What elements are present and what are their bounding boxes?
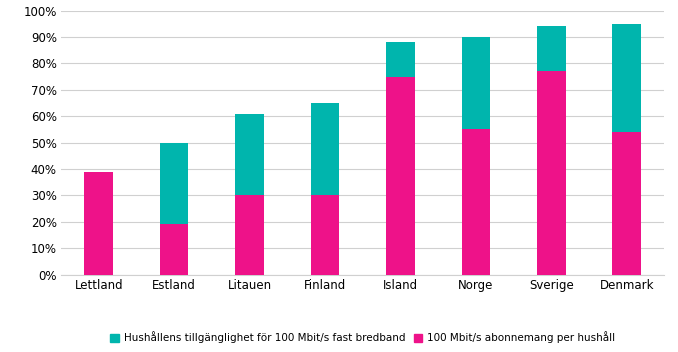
Bar xyxy=(462,37,490,129)
Bar xyxy=(612,24,641,132)
Bar xyxy=(462,129,490,275)
Bar xyxy=(160,225,188,275)
Legend: Hushållens tillgänglighet för 100 Mbit/s fast bredband, 100 Mbit/s abonnemang pe: Hushållens tillgänglighet för 100 Mbit/s… xyxy=(106,327,620,347)
Bar xyxy=(311,195,340,275)
Bar xyxy=(235,195,264,275)
Bar xyxy=(235,113,264,195)
Bar xyxy=(612,132,641,275)
Bar xyxy=(537,26,565,71)
Bar xyxy=(311,103,340,195)
Bar xyxy=(537,71,565,275)
Bar xyxy=(160,143,188,225)
Bar xyxy=(84,171,113,275)
Bar xyxy=(386,42,415,77)
Bar xyxy=(386,77,415,275)
